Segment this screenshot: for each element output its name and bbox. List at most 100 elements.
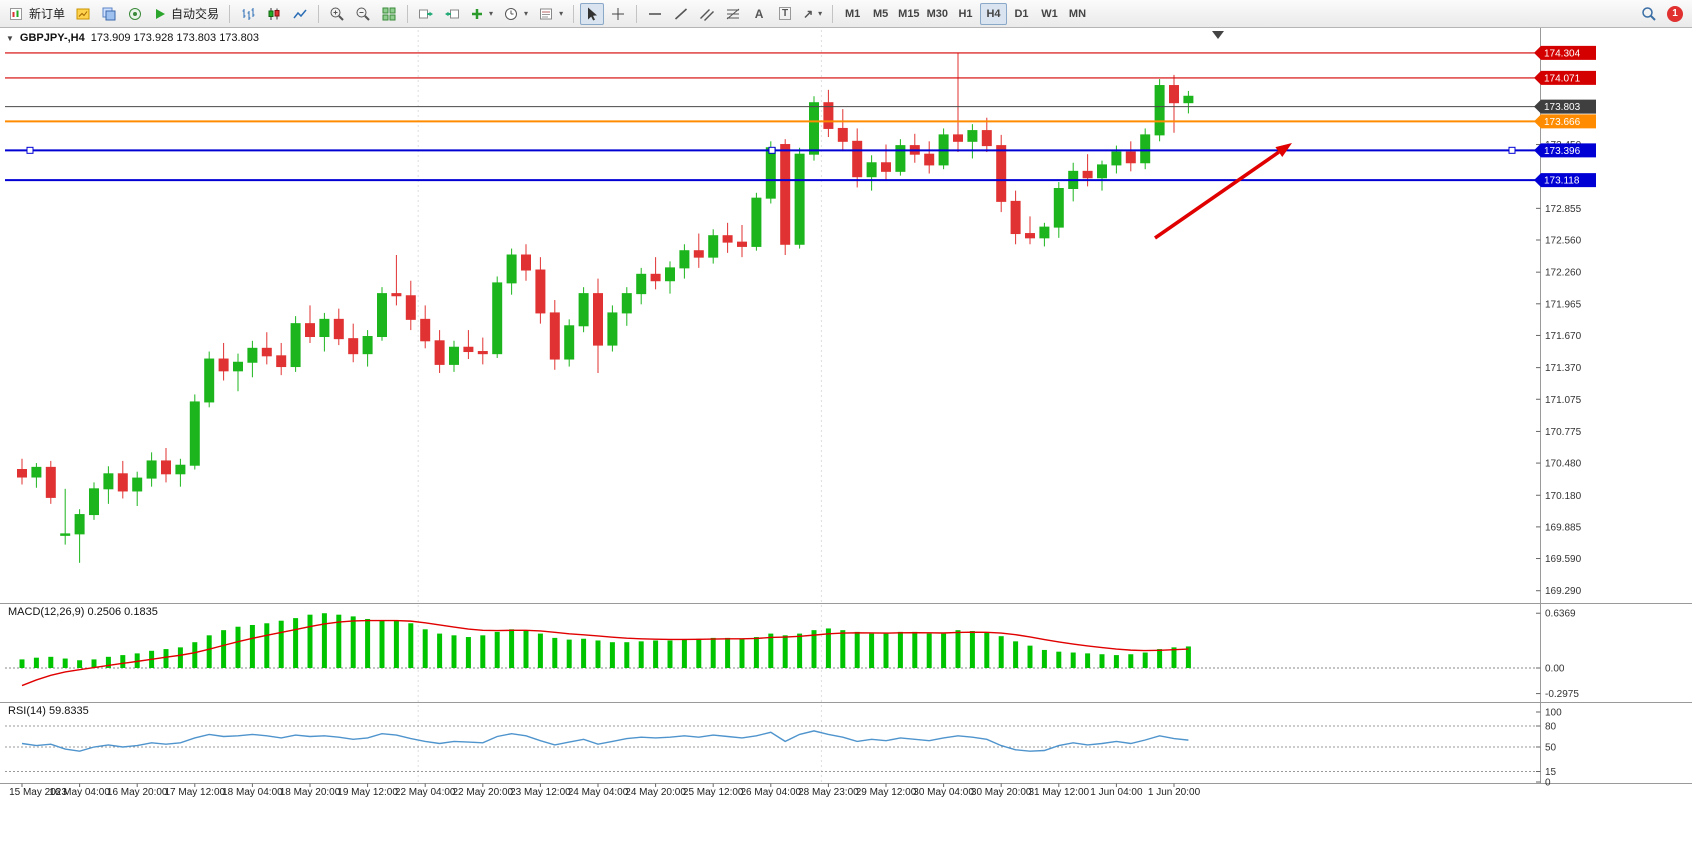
price-tag-173.803 (1534, 99, 1596, 114)
svg-text:22 May 20:00: 22 May 20:00 (452, 787, 513, 798)
svg-text:24 May 20:00: 24 May 20:00 (625, 787, 686, 798)
svg-text:15 May 2023: 15 May 2023 (9, 787, 67, 798)
timeframe-button-m30[interactable]: M30 (924, 3, 951, 25)
macd-indicator-label: MACD(12,26,9) 0.2506 0.1835 (8, 606, 158, 618)
new-chart-button[interactable] (71, 3, 95, 25)
periods-button[interactable]: ▾ (499, 3, 532, 25)
svg-text:100: 100 (1545, 708, 1562, 719)
autotrading-play-icon (153, 7, 167, 21)
timeframe-button-w1[interactable]: W1 (1036, 3, 1063, 25)
svg-text:31 May 12:00: 31 May 12:00 (1028, 787, 1089, 798)
indicators-plus-icon (470, 7, 484, 21)
text-icon: A (754, 6, 764, 21)
timeframe-button-h4[interactable]: H4 (979, 2, 1007, 25)
svg-text:0: 0 (1545, 778, 1551, 789)
arrows-tool-button[interactable]: ↗ ▾ (799, 3, 826, 25)
line-selection-handle[interactable] (768, 146, 776, 154)
horizontal-line-button[interactable] (643, 3, 667, 25)
cursor-button[interactable] (580, 2, 605, 25)
candles-group[interactable] (17, 53, 1194, 563)
profiles-icon (101, 6, 117, 22)
svg-text:173.666: 173.666 (1544, 117, 1581, 128)
toolbar-separator (229, 4, 231, 23)
svg-text:-0.2975: -0.2975 (1545, 689, 1579, 700)
svg-text:171.965: 171.965 (1545, 299, 1582, 310)
timeframe-button-mn[interactable]: MN (1064, 3, 1091, 25)
arrows-icon: ↗ (803, 6, 814, 21)
chart-collapse-icon[interactable]: ▼ (6, 33, 14, 43)
candlestick-chart-button[interactable] (262, 3, 286, 25)
crosshair-button[interactable] (606, 3, 630, 25)
svg-text:26 May 04:00: 26 May 04:00 (740, 787, 801, 798)
svg-text:29 May 12:00: 29 May 12:00 (856, 787, 917, 798)
svg-text:172.560: 172.560 (1545, 235, 1582, 246)
text-label-icon: T (779, 7, 792, 20)
price-tag-173.118 (1534, 173, 1596, 188)
chart-shift-marker[interactable] (1212, 31, 1224, 39)
bar-chart-icon (240, 6, 256, 22)
fibonacci-button[interactable] (721, 3, 745, 25)
svg-text:169.590: 169.590 (1545, 554, 1582, 565)
dropdown-caret-icon: ▾ (559, 8, 564, 18)
tile-windows-button[interactable] (377, 3, 401, 25)
line-selection-handle[interactable] (1508, 146, 1516, 154)
autotrading-button[interactable]: 自动交易 (149, 3, 223, 25)
svg-text:170.480: 170.480 (1545, 459, 1582, 470)
zoom-out-button[interactable] (351, 3, 375, 25)
svg-text:25 May 12:00: 25 May 12:00 (683, 787, 744, 798)
trendline-button[interactable] (669, 3, 693, 25)
rsi-indicator-label: RSI(14) 59.8335 (8, 705, 89, 717)
profiles-button[interactable] (97, 3, 121, 25)
svg-text:170.775: 170.775 (1545, 427, 1582, 438)
bar-chart-button[interactable] (236, 3, 260, 25)
market-watch-icon (127, 6, 143, 22)
timeframe-button-h1[interactable]: H1 (952, 3, 979, 25)
svg-text:30 May 20:00: 30 May 20:00 (971, 787, 1032, 798)
svg-text:171.670: 171.670 (1545, 331, 1582, 342)
chart-shift-button[interactable] (440, 3, 464, 25)
new-order-icon (9, 6, 25, 22)
zoom-in-button[interactable] (325, 3, 349, 25)
line-selection-handle[interactable] (26, 146, 34, 154)
svg-text:28 May 23:00: 28 May 23:00 (798, 787, 859, 798)
notification-badge[interactable]: 1 (1667, 5, 1683, 22)
indicators-button[interactable]: ▾ (466, 3, 497, 25)
svg-text:18 May 04:00: 18 May 04:00 (222, 787, 283, 798)
toolbar-separator (832, 4, 834, 23)
timeframe-button-d1[interactable]: D1 (1008, 3, 1035, 25)
price-axis: 173.450172.855172.560172.260171.965171.6… (1536, 140, 1582, 597)
templates-button[interactable]: ▾ (534, 3, 567, 25)
svg-text:23 May 12:00: 23 May 12:00 (510, 787, 571, 798)
timeframe-button-m5[interactable]: M5 (867, 3, 894, 25)
horizontal-line-icon (647, 6, 663, 22)
main-toolbar: 新订单 自动交易 (0, 0, 1692, 28)
search-button[interactable] (1637, 3, 1661, 25)
dropdown-caret-icon: ▾ (524, 8, 529, 18)
trend-arrow-annotation[interactable] (1154, 143, 1292, 240)
chart-ohlc-values: 173.909 173.928 173.803 173.803 (90, 32, 259, 44)
text-tool-button[interactable]: A (747, 3, 771, 25)
toolbar-separator (407, 4, 409, 23)
new-order-button[interactable]: 新订单 (5, 3, 69, 25)
text-label-button[interactable]: T (773, 3, 797, 25)
svg-text:22 May 04:00: 22 May 04:00 (395, 787, 456, 798)
line-chart-button[interactable] (288, 3, 312, 25)
auto-scroll-button[interactable] (414, 3, 438, 25)
market-watch-button[interactable] (123, 3, 147, 25)
timeframe-button-m15[interactable]: M15 (895, 3, 922, 25)
equidistant-channel-button[interactable] (695, 3, 719, 25)
trendline-icon (673, 6, 689, 22)
svg-text:173.396: 173.396 (1544, 146, 1581, 157)
price-tag-174.304 (1534, 45, 1596, 60)
rsi-line (21, 730, 1189, 752)
line-chart-icon (292, 6, 308, 22)
svg-text:174.304: 174.304 (1544, 48, 1581, 59)
timeframe-button-m1[interactable]: M1 (839, 3, 866, 25)
svg-text:0.6369: 0.6369 (1545, 609, 1576, 620)
toolbar-separator (318, 4, 320, 23)
svg-text:173.118: 173.118 (1544, 176, 1580, 187)
dropdown-caret-icon: ▾ (818, 8, 823, 18)
crosshair-icon (610, 6, 626, 22)
